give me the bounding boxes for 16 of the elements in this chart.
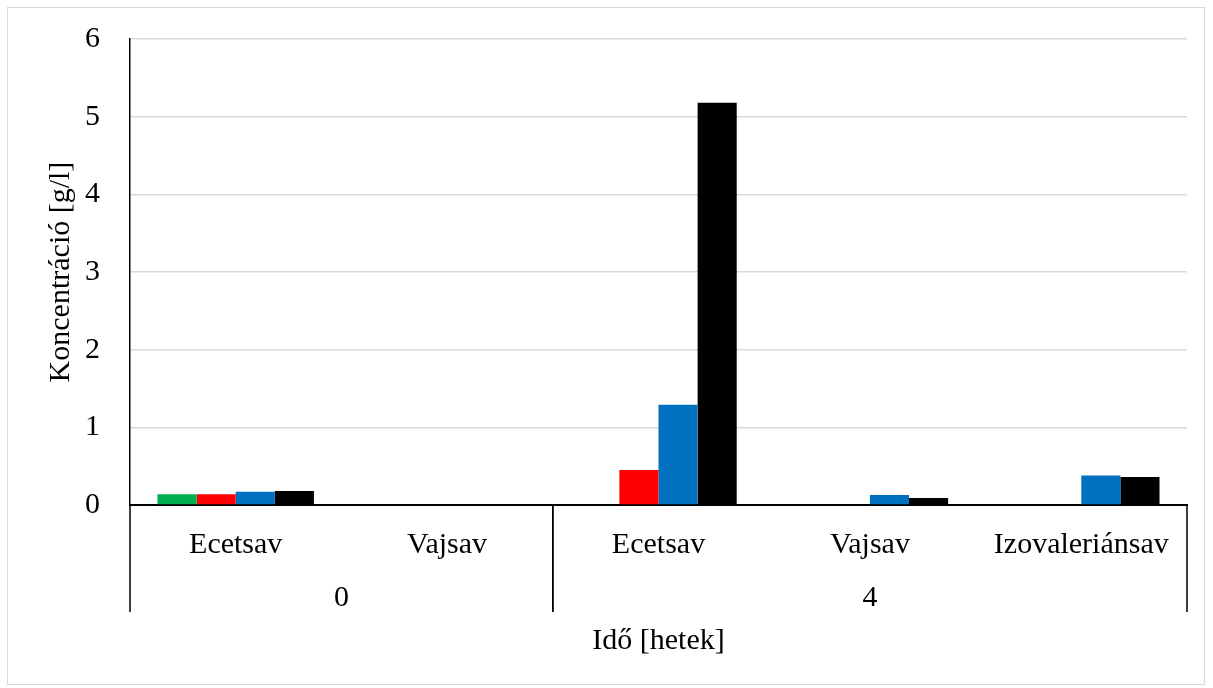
x-tick-label: Vajsav [407,525,488,559]
text: 4 [862,578,878,612]
y-tick-label: 4 [85,175,100,209]
y-tick-label: 5 [85,97,100,131]
y-tick-label: 6 [85,19,100,53]
x-tick-label: Ecetsav [189,525,283,559]
y-tick-label: 3 [85,252,100,286]
y-tick-label: 0 [85,485,100,519]
y-axis-title: Koncentráció [g/l] [41,161,75,383]
y-tick-label: 1 [85,408,100,442]
y-tick-label: 2 [85,330,100,364]
x-tick-label: Ecetsav [611,525,706,559]
text: 0 [333,578,349,612]
x-axis-title: Idő [hetek] [592,621,725,655]
x-tick-label: Vajsav [829,525,910,559]
x-tick-label: Izovaleriánsav [993,525,1169,559]
